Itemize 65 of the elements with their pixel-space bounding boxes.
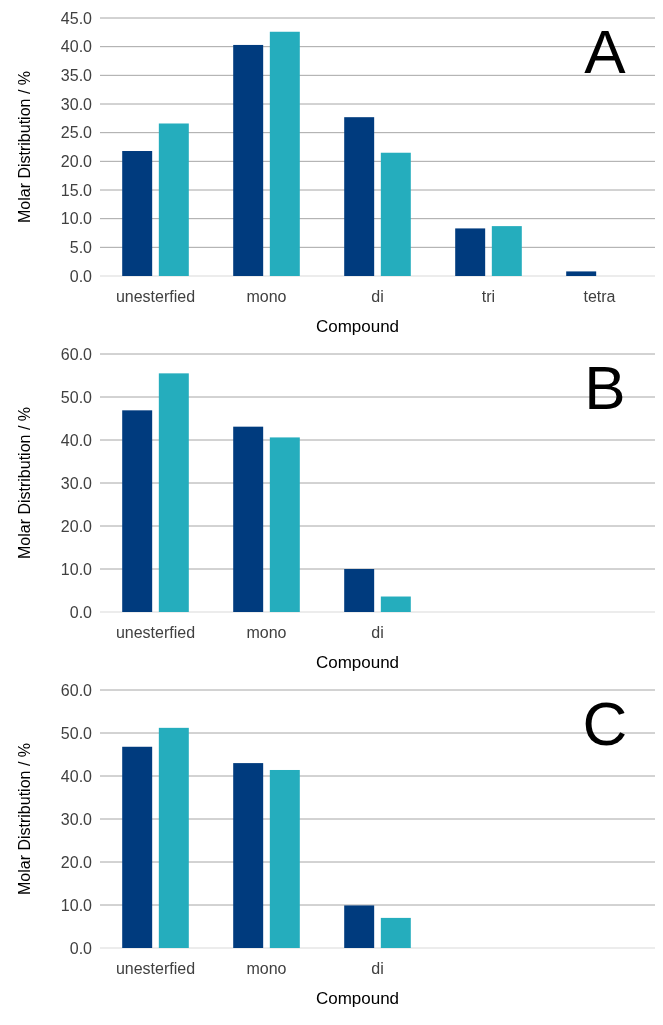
x-tick-label: unesterfied [115,288,196,305]
x-tick-label: unesterfied [115,960,196,977]
y-tick-label: 0.0 [69,603,93,621]
y-tick-label: 45.0 [60,9,93,27]
y-tick-label: 20.0 [60,853,93,871]
y-axis-title: Molar Distribution / % [16,70,33,224]
bar [158,727,189,948]
bar [269,769,300,948]
y-tick-label: 40.0 [60,38,93,56]
x-tick-label: di [371,288,384,305]
bar [122,746,153,948]
bar [233,763,264,948]
y-tick-label: 10.0 [60,560,93,578]
x-tick-label: unesterfied [115,624,196,641]
bar [380,917,411,948]
y-tick-label: 60.0 [60,681,93,699]
y-axis-title: Molar Distribution / % [16,742,33,896]
bar [344,569,375,612]
x-tick-label: mono [246,624,287,641]
annotation: A [584,17,627,86]
bar [122,410,153,612]
bar [566,271,597,276]
x-axis-title: Compound [315,989,400,1008]
bar [344,905,375,948]
y-tick-label: 30.0 [60,810,93,828]
y-tick-label: 60.0 [60,345,93,363]
annotation: C [582,689,628,758]
y-tick-label: 30.0 [60,474,93,492]
bar [269,31,300,276]
y-tick-label: 25.0 [60,124,93,142]
y-tick-label: 10.0 [60,896,93,914]
y-tick-label: 0.0 [69,267,93,285]
bar [491,226,522,276]
y-tick-label: 5.0 [69,238,93,256]
y-tick-label: 40.0 [60,767,93,785]
bar [158,123,189,276]
x-tick-label: mono [246,288,287,305]
y-tick-label: 20.0 [60,517,93,535]
y-tick-label: 35.0 [60,66,93,84]
x-axis-title: Compound [315,317,400,336]
y-tick-label: 40.0 [60,431,93,449]
x-tick-label: tri [481,288,496,305]
bar [122,151,153,276]
x-tick-label: mono [246,960,287,977]
y-tick-label: 0.0 [69,939,93,957]
bar [344,117,375,276]
bar [455,228,486,276]
bar [158,373,189,612]
annotation: B [584,353,626,422]
y-tick-label: 50.0 [60,724,93,742]
bar [233,44,264,276]
x-tick-label: di [371,960,384,977]
y-tick-label: 15.0 [60,181,93,199]
x-tick-label: tetra [583,288,616,305]
bar [380,152,411,276]
y-tick-label: 50.0 [60,388,93,406]
bar [380,596,411,612]
y-tick-label: 30.0 [60,95,93,113]
bar [233,426,264,612]
x-tick-label: di [371,624,384,641]
y-axis-title: Molar Distribution / % [16,406,33,560]
bar [269,437,300,612]
y-tick-label: 20.0 [60,152,93,170]
y-tick-label: 10.0 [60,210,93,228]
x-axis-title: Compound [315,653,400,672]
